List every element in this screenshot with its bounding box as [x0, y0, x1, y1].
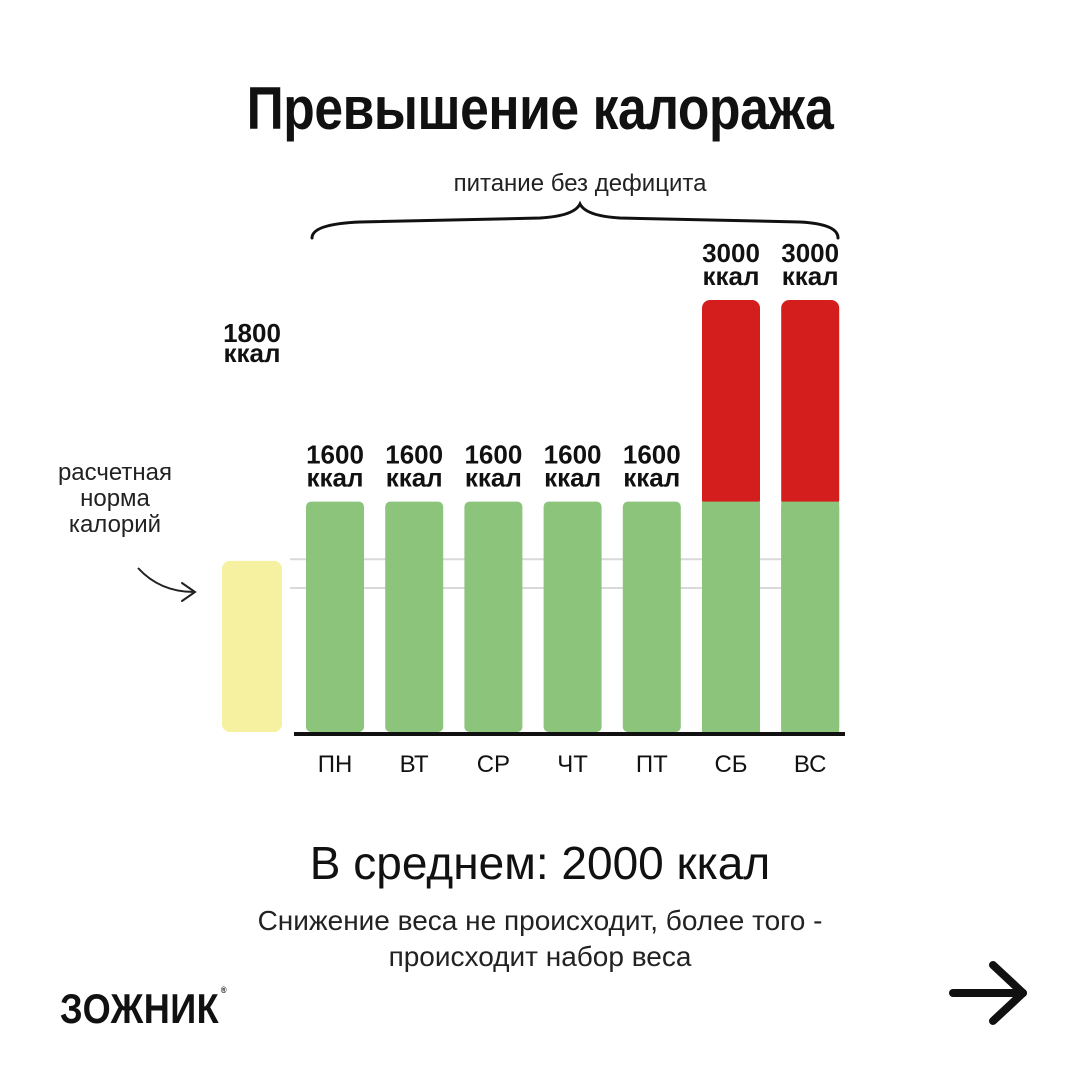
- norm-annotation: расчетная норма калорий: [40, 460, 190, 538]
- note-line: происходит набор веса: [388, 941, 692, 972]
- bar-unit-label: ккал: [702, 261, 759, 291]
- norm-label-line: расчетная: [57, 459, 173, 486]
- bar-unit-label: ккал: [782, 261, 839, 291]
- bar-base-fill: [781, 501, 840, 732]
- day-tick-label: ЧТ: [557, 751, 588, 778]
- arrow-right-icon[interactable]: [945, 955, 1035, 1035]
- bar-base: [385, 501, 444, 732]
- norm-unit-label: ккал: [223, 338, 280, 368]
- chart-title: Превышение калоража: [246, 75, 834, 142]
- brace-label: питание без дефицита: [453, 170, 707, 197]
- brand-name: ЗОЖНИК: [60, 985, 220, 1032]
- bar-base: [622, 501, 681, 732]
- norm-label-line: калорий: [68, 511, 162, 538]
- brand-trademark: ®: [220, 985, 227, 995]
- bar-excess: [702, 300, 760, 508]
- bar-base: [464, 501, 523, 732]
- bar-value-label: 1600: [623, 440, 681, 470]
- bar-base: [306, 501, 364, 732]
- bar-value-label: 3000: [702, 238, 760, 268]
- brand-logo: ЗОЖНИК ®: [60, 985, 227, 1033]
- bar-value-label: 1600: [385, 440, 443, 470]
- day-tick-label: ПН: [318, 751, 353, 778]
- day-tick-label: ВТ: [400, 751, 429, 778]
- bar-value-label: 1600: [306, 440, 364, 470]
- norm-value-label: 1800: [223, 318, 281, 348]
- note-text: Снижение веса не происходит, более того …: [0, 903, 1080, 975]
- calorie-bar-chart: 1800ккал1600ккалПН1600ккалВТ1600ккалСР16…: [137, 200, 845, 778]
- norm-label-line: норма: [80, 485, 150, 512]
- day-tick-label: СР: [477, 751, 510, 778]
- pointer-arrowhead-icon: [181, 582, 197, 602]
- average-text: В среднем: 2000 ккал: [309, 837, 771, 889]
- bar-value-label: 3000: [781, 238, 839, 268]
- day-tick-label: ПТ: [636, 751, 668, 778]
- day-tick-label: ВС: [794, 751, 827, 778]
- bar-excess: [781, 300, 840, 508]
- bar-base-fill: [702, 501, 760, 732]
- bar-value-label: 1600: [544, 440, 602, 470]
- brace-shape: [310, 200, 840, 240]
- norm-bar: [222, 560, 282, 732]
- bar-unit-label: ккал: [623, 463, 680, 493]
- bar-base: [543, 501, 602, 732]
- note-line: Снижение веса не происходит, более того …: [257, 905, 823, 936]
- day-tick-label: СБ: [714, 751, 747, 778]
- bar-unit-label: ккал: [465, 463, 522, 493]
- bar-unit-label: ккал: [306, 463, 363, 493]
- bar-unit-label: ккал: [544, 463, 601, 493]
- pointer-arrow-icon: [137, 567, 195, 593]
- bar-unit-label: ккал: [386, 463, 443, 493]
- bar-value-label: 1600: [464, 440, 522, 470]
